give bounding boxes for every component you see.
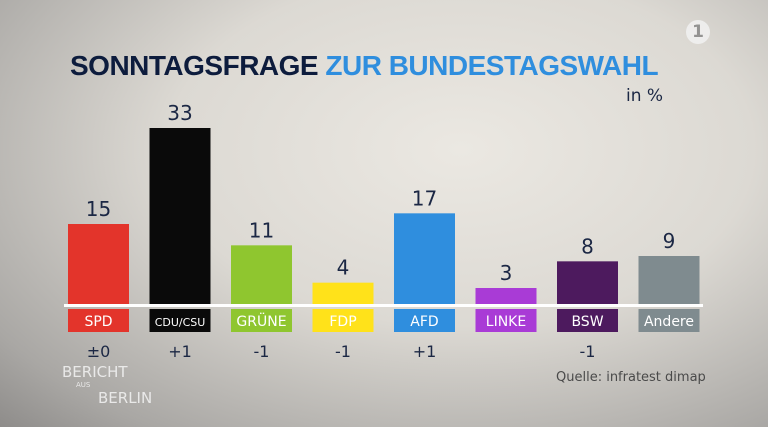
category-label-0: SPD: [84, 314, 112, 330]
show-logo: BERICHT AUS BERLIN: [62, 364, 152, 407]
bar-4: [394, 213, 455, 304]
category-box-5: [475, 309, 537, 332]
change-label-0: ±0: [87, 342, 111, 361]
category-label-1: CDU/CSU: [155, 316, 206, 329]
category-box-7: [638, 309, 700, 332]
category-box-2: [231, 309, 292, 332]
category-box-4: [394, 309, 455, 332]
bar-3: [312, 282, 374, 304]
show-logo-line-2: AUS: [76, 381, 91, 389]
chart-title: SONNTAGSFRAGE ZUR BUNDESTAGSWAHL: [70, 50, 659, 82]
value-label-1: 33: [167, 101, 192, 125]
show-logo-line-3: BERLIN: [98, 389, 153, 407]
category-label-7: Andere: [644, 314, 694, 330]
value-label-3: 4: [337, 256, 350, 280]
change-label-2: -1: [254, 342, 270, 361]
change-label-4: +1: [413, 342, 437, 361]
bar-5: [475, 288, 537, 304]
value-label-4: 17: [412, 186, 437, 210]
title-part-2: ZUR BUNDESTAGSWAHL: [325, 50, 659, 81]
category-label-5: LINKE: [486, 314, 526, 330]
show-logo-line-1: BERICHT: [62, 363, 128, 381]
source-label: Quelle: infratest dimap: [556, 370, 706, 385]
value-label-6: 8: [581, 234, 594, 258]
category-box-0: [68, 309, 129, 332]
change-label-1: +1: [168, 342, 192, 361]
value-label-5: 3: [500, 261, 513, 285]
bar-0: [68, 224, 129, 304]
unit-label: in %: [626, 86, 664, 106]
bar-6: [557, 261, 618, 304]
value-label-0: 15: [86, 197, 111, 221]
value-label-7: 9: [663, 229, 676, 253]
bar-1: [149, 128, 211, 304]
category-label-2: GRÜNE: [236, 312, 286, 330]
category-box-6: [557, 309, 618, 332]
change-label-6: -1: [580, 342, 596, 361]
bar-7: [638, 256, 700, 304]
channel-logo: 1: [686, 20, 710, 44]
category-box-3: [312, 309, 374, 332]
value-label-2: 11: [249, 218, 274, 242]
bar-2: [231, 245, 292, 304]
category-label-6: BSW: [571, 314, 603, 330]
change-label-3: -1: [335, 342, 351, 361]
category-box-1: [149, 309, 211, 332]
category-label-3: FDP: [329, 314, 356, 330]
category-label-4: AFD: [410, 314, 438, 330]
title-part-1: SONNTAGSFRAGE: [70, 50, 319, 81]
